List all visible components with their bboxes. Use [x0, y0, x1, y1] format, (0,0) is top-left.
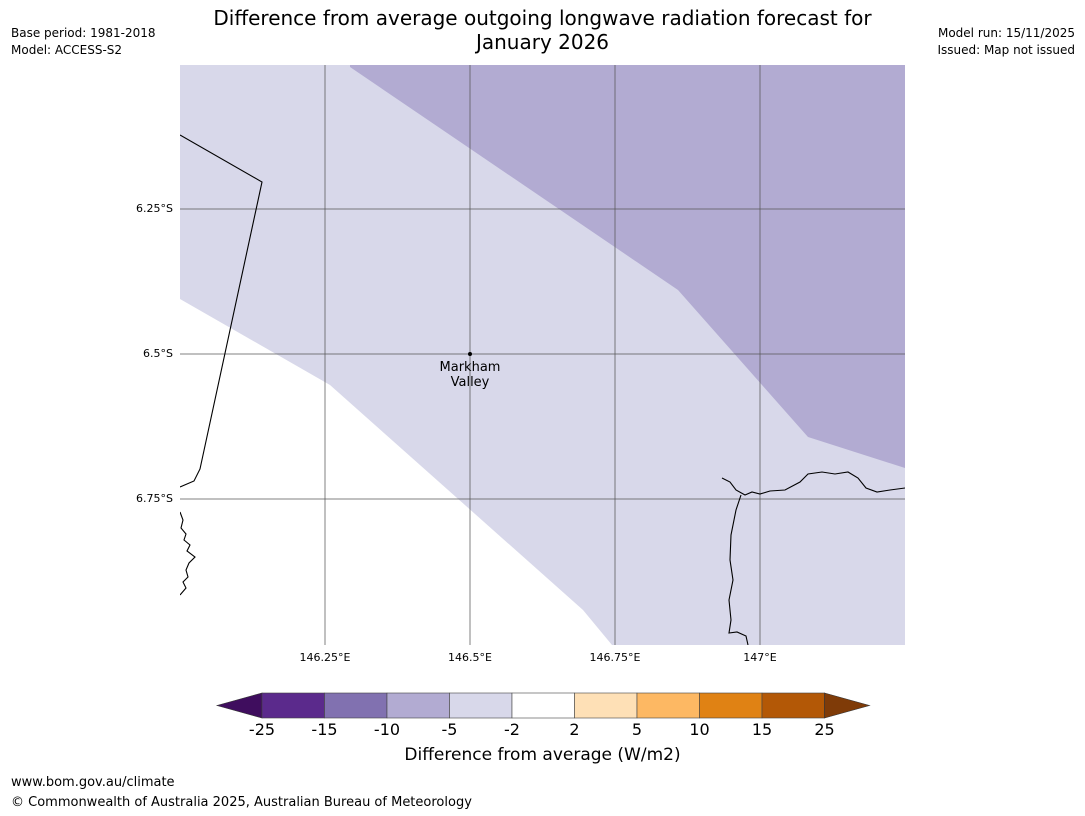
footer-copyright: © Commonwealth of Australia 2025, Austra… [11, 795, 472, 810]
colorbar-title: Difference from average (W/m2) [404, 745, 681, 765]
colorbar-tick: -5 [441, 720, 458, 739]
border-line [180, 134, 263, 488]
place-label-markham-valley: Markham Valley [410, 360, 530, 390]
colorbar-segment [324, 692, 388, 719]
colorbar-tick: 2 [569, 720, 580, 739]
model-text: Model: ACCESS-S2 [11, 43, 123, 57]
colorbar-segment [449, 692, 513, 719]
anomaly-band-minus5-to-minus10 [350, 65, 905, 468]
footer-url: www.bom.gov.au/climate [11, 775, 175, 790]
gridlines [180, 65, 905, 645]
west-coastline [180, 511, 196, 596]
colorbar-segment [761, 692, 825, 719]
colorbar-segment [699, 692, 763, 719]
lat-label-6-25s: 6.25°S [136, 202, 173, 215]
lon-label-146-25e: 146.25°E [299, 651, 351, 664]
lon-label-147e: 147°E [743, 651, 777, 664]
east-coastline [721, 471, 905, 496]
coastlines [180, 134, 905, 645]
issued-text: Issued: Map not issued [937, 43, 1075, 57]
colorbar-tick: -15 [311, 720, 338, 739]
place-name-line2: Valley [450, 375, 490, 390]
markham-valley-marker [468, 352, 472, 356]
lon-label-146-75e: 146.75°E [589, 651, 641, 664]
lat-label-6-5s: 6.5°S [143, 347, 173, 360]
lon-label-146-5e: 146.5°E [448, 651, 492, 664]
river-line [728, 494, 749, 645]
model-run-text: Model run: 15/11/2025 [937, 26, 1075, 40]
map-title: Difference from average outgoing longwav… [0, 6, 1085, 54]
colorbar-tick: -10 [373, 720, 401, 739]
lat-label-6-75s: 6.75°S [136, 492, 173, 505]
colorbar [215, 692, 871, 719]
colorbar-segment [386, 692, 450, 719]
colorbar-tick: 15 [751, 720, 773, 739]
colorbar-tick: 10 [689, 720, 710, 739]
place-name-line1: Markham [439, 360, 501, 375]
base-period-text: Base period: 1981-2018 [11, 26, 156, 40]
colorbar-extend-low [215, 692, 263, 719]
colorbar-segment [636, 692, 700, 719]
colorbar-tick: 5 [631, 720, 643, 739]
colorbar-segment [511, 692, 575, 719]
colorbar-segment [261, 692, 325, 719]
colorbar-tick: -2 [504, 720, 520, 739]
colorbar-segment [574, 692, 638, 719]
colorbar-tick: -25 [248, 720, 276, 739]
map-title-line1: Difference from average outgoing longwav… [213, 6, 872, 30]
colorbar-tick: 25 [814, 720, 835, 739]
map-title-line2: January 2026 [475, 30, 610, 54]
colorbar-extend-high [824, 692, 871, 719]
